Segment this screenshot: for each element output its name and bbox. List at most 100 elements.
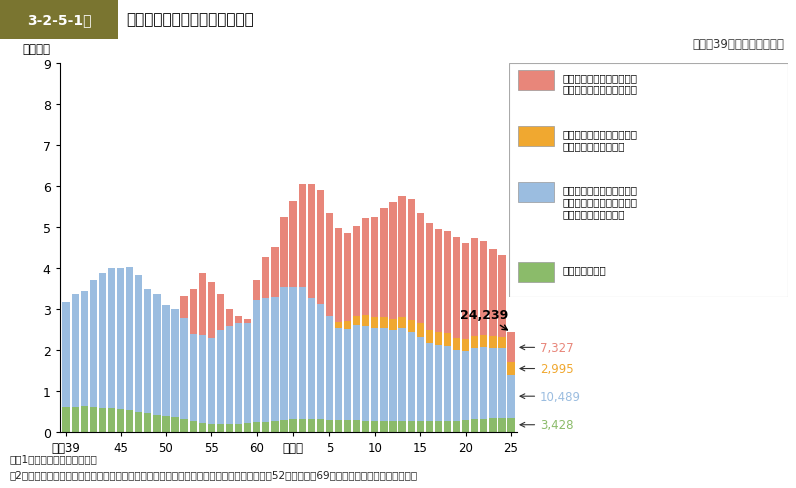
Bar: [317, 191, 324, 305]
Bar: [490, 250, 497, 337]
Bar: [298, 419, 306, 432]
Bar: [426, 224, 433, 330]
Bar: [399, 197, 406, 317]
Bar: [290, 420, 297, 432]
Bar: [353, 226, 361, 316]
Bar: [208, 424, 215, 432]
Bar: [380, 317, 388, 329]
Bar: [72, 407, 79, 432]
Bar: [271, 421, 279, 432]
Bar: [453, 338, 460, 350]
Bar: [199, 335, 206, 423]
Bar: [335, 229, 342, 322]
Bar: [389, 319, 396, 331]
Bar: [117, 269, 124, 409]
Bar: [235, 316, 242, 324]
Bar: [335, 322, 342, 328]
Bar: [498, 255, 505, 337]
Bar: [471, 238, 478, 337]
Bar: [181, 319, 188, 419]
Bar: [453, 350, 460, 421]
Bar: [181, 296, 188, 319]
Bar: [480, 336, 487, 347]
Bar: [154, 415, 161, 432]
Text: 10,489: 10,489: [520, 390, 581, 403]
Bar: [371, 217, 378, 318]
Bar: [389, 203, 396, 319]
Bar: [490, 337, 497, 348]
Bar: [480, 242, 487, 336]
Bar: [353, 316, 361, 325]
Bar: [244, 320, 252, 324]
Bar: [199, 423, 206, 432]
Bar: [189, 421, 197, 432]
Bar: [235, 324, 242, 424]
Bar: [271, 247, 279, 297]
Text: 2,995: 2,995: [520, 362, 574, 375]
Bar: [344, 234, 351, 322]
Bar: [99, 273, 106, 408]
Bar: [371, 421, 378, 432]
Bar: [507, 418, 515, 432]
Bar: [290, 287, 297, 420]
Bar: [135, 275, 142, 412]
Bar: [290, 202, 297, 287]
Bar: [507, 375, 515, 418]
Bar: [380, 209, 388, 317]
Bar: [462, 243, 470, 339]
Bar: [408, 200, 415, 321]
Bar: [80, 407, 88, 432]
Text: 少年院他退院者: 少年院他退院者: [562, 265, 606, 275]
Bar: [126, 267, 133, 410]
Bar: [426, 343, 433, 421]
Text: 保護観察処分少年のうち，
短期保護観察の対象者: 保護観察処分少年のうち， 短期保護観察の対象者: [562, 129, 638, 151]
Bar: [462, 352, 470, 421]
Y-axis label: （万人）: （万人）: [23, 43, 51, 56]
Bar: [462, 421, 470, 432]
Bar: [408, 321, 415, 333]
Bar: [189, 334, 197, 421]
Bar: [298, 185, 306, 287]
Bar: [208, 339, 215, 424]
Bar: [435, 421, 442, 432]
Bar: [226, 425, 233, 432]
Text: 3-2-5-1図: 3-2-5-1図: [26, 13, 92, 27]
Bar: [362, 316, 369, 326]
Bar: [444, 421, 451, 432]
Bar: [453, 421, 460, 432]
Bar: [444, 346, 451, 421]
Bar: [490, 418, 497, 432]
Bar: [262, 258, 270, 299]
Bar: [90, 281, 97, 407]
Text: 保護観察処分少年のうち，
短期及び交通短期保護観察
の対象者を除いたもの: 保護観察処分少年のうち， 短期及び交通短期保護観察 の対象者を除いたもの: [562, 185, 638, 218]
Bar: [326, 421, 333, 432]
Bar: [362, 326, 369, 421]
Bar: [253, 281, 260, 300]
Bar: [416, 421, 423, 432]
Bar: [498, 348, 505, 418]
Bar: [507, 363, 515, 375]
Bar: [371, 318, 378, 329]
FancyBboxPatch shape: [517, 263, 554, 283]
Bar: [171, 418, 178, 432]
Text: 3,428: 3,428: [520, 418, 574, 431]
Bar: [162, 416, 170, 432]
Bar: [171, 309, 178, 418]
Bar: [444, 333, 451, 346]
Bar: [426, 421, 433, 432]
Bar: [307, 299, 315, 419]
Bar: [72, 295, 79, 407]
Bar: [471, 420, 478, 432]
Bar: [507, 333, 515, 363]
Bar: [408, 333, 415, 421]
Bar: [235, 424, 242, 432]
Bar: [208, 282, 215, 339]
FancyBboxPatch shape: [0, 0, 118, 40]
Bar: [217, 425, 224, 432]
FancyBboxPatch shape: [517, 70, 554, 90]
Bar: [435, 345, 442, 421]
Bar: [90, 407, 97, 432]
Bar: [126, 410, 133, 432]
Bar: [362, 421, 369, 432]
Bar: [253, 422, 260, 432]
